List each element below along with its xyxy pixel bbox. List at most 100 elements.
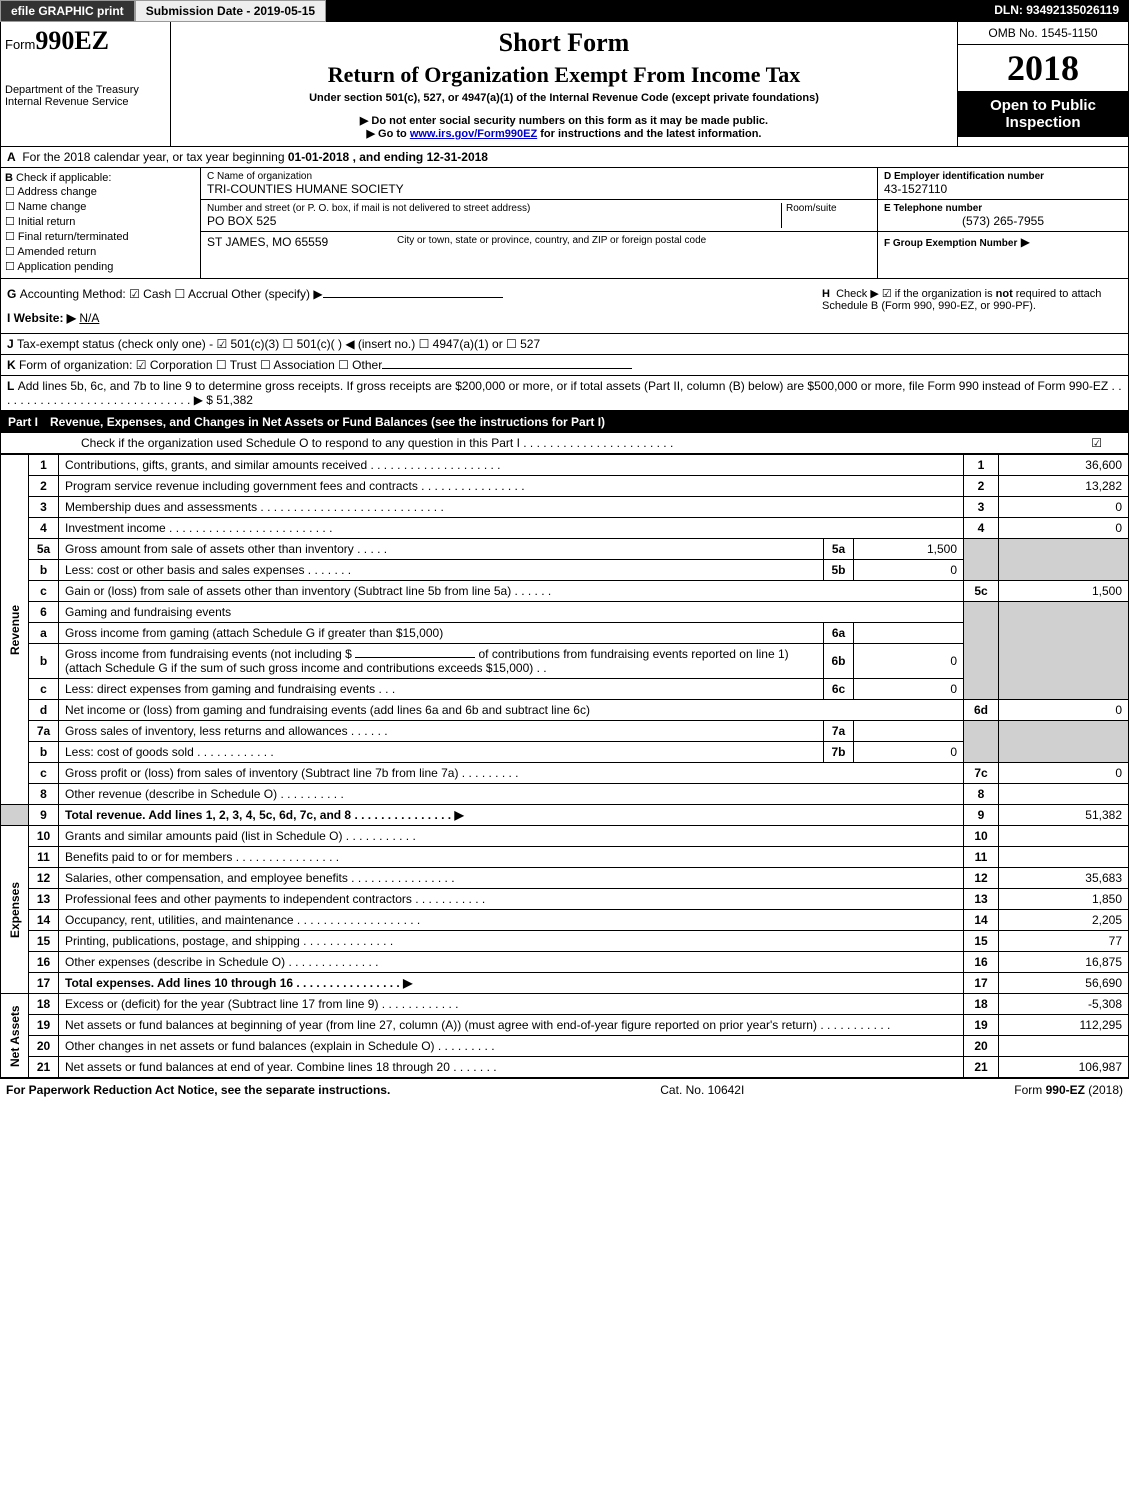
row-j: J Tax-exempt status (check only one) - ☑…: [0, 334, 1129, 355]
line-2-amount: 13,282: [999, 476, 1129, 497]
part1-header: Part I Revenue, Expenses, and Changes in…: [0, 411, 1129, 433]
line-14-desc: Occupancy, rent, utilities, and maintena…: [59, 910, 964, 931]
chk-name-change[interactable]: ☐ Name change: [5, 199, 196, 214]
revenue-vlabel: Revenue: [1, 455, 29, 805]
dln-label: DLN: 93492135026119: [984, 0, 1129, 22]
a-begin-date: 01-01-2018: [288, 150, 349, 164]
line-18-desc: Excess or (deficit) for the year (Subtra…: [59, 994, 964, 1015]
omb-number: OMB No. 1545-1150: [958, 22, 1128, 45]
line-4-desc: Investment income . . . . . . . . . . . …: [59, 518, 964, 539]
line-20-amount: [999, 1036, 1129, 1057]
line-3-desc: Membership dues and assessments . . . . …: [59, 497, 964, 518]
a-text-pre: For the 2018 calendar year, or tax year …: [22, 150, 288, 164]
line-18-amount: -5,308: [999, 994, 1129, 1015]
return-title: Return of Organization Exempt From Incom…: [177, 62, 951, 88]
line-6b-amount: 0: [854, 644, 964, 679]
goto-prefix: ▶ Go to: [367, 128, 410, 140]
line-5c-desc: Gain or (loss) from sale of assets other…: [59, 581, 964, 602]
h-not: not: [996, 288, 1013, 300]
chk-initial-return[interactable]: ☐ Initial return: [5, 214, 196, 229]
line-2-desc: Program service revenue including govern…: [59, 476, 964, 497]
part1-label: Part I: [8, 415, 50, 429]
line-7b-amount: 0: [854, 742, 964, 763]
row-l: L Add lines 5b, 6c, and 7b to line 9 to …: [0, 376, 1129, 411]
f-label: F Group Exemption Number: [884, 238, 1017, 249]
line-5c-amount: 1,500: [999, 581, 1129, 602]
a-mid: , and ending: [353, 150, 427, 164]
line-1-num: 1: [29, 455, 59, 476]
line-7c-desc: Gross profit or (loss) from sales of inv…: [59, 763, 964, 784]
line-1-desc: Contributions, gifts, grants, and simila…: [59, 455, 964, 476]
irs-link[interactable]: www.irs.gov/Form990EZ: [410, 128, 537, 140]
line-9-desc: Total revenue. Add lines 1, 2, 3, 4, 5c,…: [59, 805, 964, 826]
line-1-amount: 36,600: [999, 455, 1129, 476]
footer-right: Form 990-EZ (2018): [1014, 1083, 1123, 1097]
line-4-amount: 0: [999, 518, 1129, 539]
e-label: E Telephone number: [884, 203, 1122, 214]
part1-title: Revenue, Expenses, and Changes in Net As…: [50, 415, 605, 429]
line-16-amount: 16,875: [999, 952, 1129, 973]
line-5b-amount: 0: [854, 560, 964, 581]
line-8-amount: [999, 784, 1129, 805]
netassets-vlabel: Net Assets: [1, 994, 29, 1078]
line-6-desc: Gaming and fundraising events: [59, 602, 964, 623]
line-1-ref: 1: [964, 455, 999, 476]
line-3-amount: 0: [999, 497, 1129, 518]
i-label: I Website: ▶: [7, 311, 76, 325]
chk-final-return[interactable]: ☐ Final return/terminated: [5, 229, 196, 244]
line-10-amount: [999, 826, 1129, 847]
line-20-desc: Other changes in net assets or fund bala…: [59, 1036, 964, 1057]
line-5a-desc: Gross amount from sale of assets other t…: [59, 539, 824, 560]
line-8-desc: Other revenue (describe in Schedule O) .…: [59, 784, 964, 805]
line-6a-desc: Gross income from gaming (attach Schedul…: [59, 623, 824, 644]
j-text: Tax-exempt status (check only one) - ☑ 5…: [17, 337, 540, 351]
entity-block: B Check if applicable: ☐ Address change …: [0, 168, 1129, 279]
open-public-badge: Open to Public Inspection: [958, 91, 1128, 137]
g-text: Accounting Method: ☑ Cash ☐ Accrual Othe…: [20, 287, 323, 301]
line-15-desc: Printing, publications, postage, and shi…: [59, 931, 964, 952]
f-arrow: ▶: [1021, 235, 1030, 249]
l-text: Add lines 5b, 6c, and 7b to line 9 to de…: [7, 379, 1122, 407]
row-a: A For the 2018 calendar year, or tax yea…: [0, 147, 1129, 168]
c-city-label: City or town, state or province, country…: [387, 235, 706, 249]
footer: For Paperwork Reduction Act Notice, see …: [0, 1078, 1129, 1101]
part1-check-row: Check if the organization used Schedule …: [0, 433, 1129, 454]
form-label: Form: [5, 37, 35, 52]
line-16-desc: Other expenses (describe in Schedule O) …: [59, 952, 964, 973]
line-19-amount: 112,295: [999, 1015, 1129, 1036]
line-12-desc: Salaries, other compensation, and employ…: [59, 868, 964, 889]
line-7c-amount: 0: [999, 763, 1129, 784]
chk-application-pending[interactable]: ☐ Application pending: [5, 259, 196, 274]
line-9-amount: 51,382: [999, 805, 1129, 826]
submission-date-button[interactable]: Submission Date - 2019-05-15: [135, 0, 326, 22]
chk-address-change[interactable]: ☐ Address change: [5, 184, 196, 199]
line-19-desc: Net assets or fund balances at beginning…: [59, 1015, 964, 1036]
org-name: TRI-COUNTIES HUMANE SOCIETY: [207, 182, 871, 196]
phone-value: (573) 265-7955: [884, 214, 1122, 228]
line-7a-amount: [854, 721, 964, 742]
line-10-desc: Grants and similar amounts paid (list in…: [59, 826, 964, 847]
org-city: ST JAMES, MO 65559: [207, 235, 387, 249]
efile-print-button[interactable]: efile GRAPHIC print: [0, 0, 135, 22]
tax-year: 2018: [958, 45, 1128, 91]
line-21-amount: 106,987: [999, 1057, 1129, 1078]
irs-label: Internal Revenue Service: [5, 96, 166, 108]
part1-check-mark: ☑: [1091, 436, 1122, 450]
chk-amended-return[interactable]: ☐ Amended return: [5, 244, 196, 259]
form-number: 990EZ: [35, 26, 109, 55]
expenses-vlabel: Expenses: [1, 826, 29, 994]
line-12-amount: 35,683: [999, 868, 1129, 889]
line-13-desc: Professional fees and other payments to …: [59, 889, 964, 910]
row-k: K Form of organization: ☑ Corporation ☐ …: [0, 355, 1129, 376]
line-6d-amount: 0: [999, 700, 1129, 721]
line-6a-amount: [854, 623, 964, 644]
footer-left: For Paperwork Reduction Act Notice, see …: [6, 1083, 390, 1097]
line-7b-desc: Less: cost of goods sold . . . . . . . .…: [59, 742, 824, 763]
ssn-warning: ▶ Do not enter social security numbers o…: [177, 114, 951, 127]
line-17-desc: Total expenses. Add lines 10 through 16 …: [59, 973, 964, 994]
b-label: Check if applicable:: [16, 172, 111, 184]
l-amount: $ 51,382: [206, 393, 253, 407]
line-6c-desc: Less: direct expenses from gaming and fu…: [59, 679, 824, 700]
dept-treasury: Department of the Treasury: [5, 84, 166, 96]
c-name-label: C Name of organization: [207, 171, 871, 182]
